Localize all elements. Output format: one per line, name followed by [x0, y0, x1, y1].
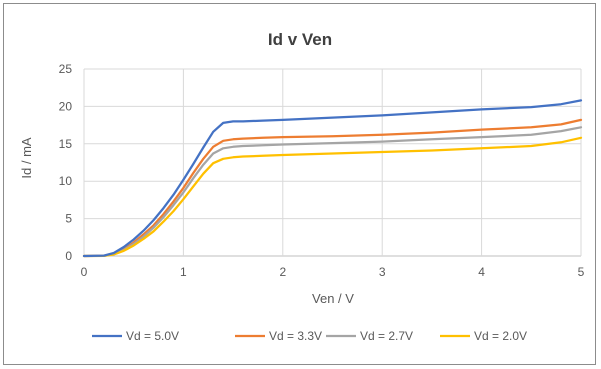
legend-label: Vd = 2.7V	[360, 329, 413, 343]
chart-frame: Id v Ven 0 5 10 15 20 25 0 1 2 3 4 5 Id / mA Ven / …	[3, 3, 596, 365]
series-line-4	[82, 136, 583, 258]
legend-item: Vd = 2.0V	[440, 329, 527, 343]
y-tick-label: 0	[65, 249, 72, 263]
chart-title: Id v Ven	[268, 30, 332, 49]
series-line-3	[82, 126, 583, 258]
series-layer	[82, 99, 583, 258]
tick-layer: 0 5 10 15 20 25 0 1 2 3 4 5	[59, 62, 585, 279]
y-tick-label: 15	[59, 137, 73, 151]
x-axis-title: Ven / V	[312, 291, 354, 306]
series-line-1	[82, 99, 583, 258]
x-tick-label: 5	[578, 265, 585, 279]
y-tick-label: 10	[59, 174, 73, 188]
series-line-2	[82, 118, 583, 258]
y-tick-label: 5	[65, 212, 72, 226]
legend-label: Vd = 3.3V	[269, 329, 322, 343]
x-tick-label: 4	[478, 265, 485, 279]
legend-item: Vd = 2.7V	[326, 329, 413, 343]
y-tick-label: 20	[59, 99, 73, 113]
chart-svg: Id v Ven 0 5 10 15 20 25 0 1 2 3 4 5 Id / mA Ven / …	[19, 30, 585, 343]
y-tick-label: 25	[59, 62, 73, 76]
y-axis-title: Id / mA	[19, 137, 34, 179]
x-tick-label: 0	[81, 265, 88, 279]
legend-label: Vd = 5.0V	[126, 329, 179, 343]
legend-label: Vd = 2.0V	[474, 329, 527, 343]
legend: Vd = 5.0V Vd = 3.3V Vd = 2.7V Vd = 2.0V	[92, 329, 527, 343]
legend-item: Vd = 5.0V	[92, 329, 179, 343]
x-tick-label: 1	[180, 265, 187, 279]
legend-item: Vd = 3.3V	[235, 329, 322, 343]
x-tick-label: 2	[279, 265, 286, 279]
x-tick-label: 3	[379, 265, 386, 279]
